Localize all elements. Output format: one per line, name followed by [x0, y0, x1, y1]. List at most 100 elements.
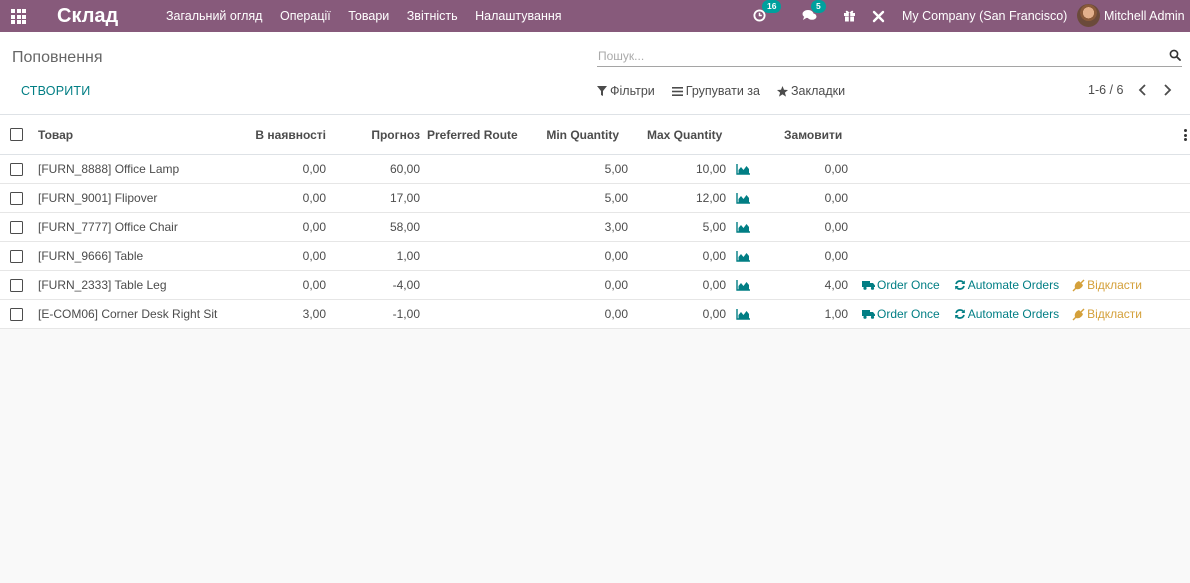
column-product[interactable]: Товар: [38, 127, 74, 142]
product-cell: [FURN_7777] Office Chair: [38, 220, 178, 234]
refresh-icon: [954, 309, 965, 319]
gift-menu[interactable]: [843, 9, 856, 22]
list-icon: [671, 86, 683, 96]
tools-icon: [872, 10, 885, 23]
table-body: [FURN_8888] Office Lamp 0,00 60,00 5,00 …: [0, 155, 1190, 329]
on-hand-cell: 0,00: [302, 162, 326, 176]
filter-icon: [597, 86, 607, 96]
forecast-graph-icon[interactable]: [736, 213, 750, 241]
filters-label: Фільтри: [610, 84, 655, 98]
menu-item-operations[interactable]: Операції: [279, 9, 331, 23]
replenishment-table: Товар В наявності Прогноз Preferred Rout…: [0, 115, 1190, 329]
row-checkbox[interactable]: [10, 155, 23, 183]
order-once-label: Order Once: [877, 307, 940, 321]
forecast-graph-icon[interactable]: [736, 184, 750, 212]
company-switcher[interactable]: My Company (San Francisco): [902, 9, 1068, 23]
on-hand-cell: 0,00: [302, 220, 326, 234]
order-qty-cell: 0,00: [824, 249, 848, 263]
favorites-label: Закладки: [790, 84, 846, 98]
app-name[interactable]: Склад: [57, 5, 119, 27]
user-avatar[interactable]: [1077, 4, 1100, 27]
order-qty-cell: 0,00: [824, 220, 848, 234]
optional-columns-icon[interactable]: [1184, 129, 1187, 141]
table-row[interactable]: [FURN_9001] Flipover 0,00 17,00 5,00 12,…: [0, 184, 1190, 213]
postpone-button[interactable]: Відкласти: [1072, 307, 1142, 321]
search-icon[interactable]: [1169, 49, 1181, 61]
search-bar: [597, 46, 1182, 67]
main-menu: Загальний огляд Операції Товари Звітніст…: [166, 9, 579, 23]
column-forecast[interactable]: Прогноз: [371, 127, 420, 142]
row-checkbox[interactable]: [10, 184, 23, 212]
min-quantity-cell: 3,00: [604, 220, 628, 234]
min-quantity-cell: 5,00: [604, 162, 628, 176]
max-quantity-cell: 10,00: [695, 162, 726, 176]
groupby-button[interactable]: Групувати за: [671, 84, 760, 98]
column-on-hand[interactable]: В наявності: [255, 127, 326, 142]
table-row[interactable]: [FURN_8888] Office Lamp 0,00 60,00 5,00 …: [0, 155, 1190, 184]
automate-orders-button[interactable]: Automate Orders: [954, 307, 1059, 321]
automate-orders-label: Automate Orders: [967, 278, 1060, 292]
forecast-graph-icon[interactable]: [736, 242, 750, 270]
user-menu[interactable]: Mitchell Admin: [1104, 9, 1185, 23]
forecast-cell: 1,00: [396, 249, 420, 263]
snooze-icon: [1072, 308, 1085, 320]
apps-menu-icon[interactable]: [11, 9, 27, 24]
clock-icon: [753, 9, 766, 22]
star-icon: [776, 85, 788, 97]
postpone-label: Відкласти: [1087, 307, 1143, 321]
truck-icon: [862, 310, 875, 319]
chevron-left-icon[interactable]: [1138, 84, 1147, 96]
menu-item-configuration[interactable]: Налаштування: [475, 9, 562, 23]
column-max-quantity[interactable]: Max Quantity: [647, 127, 723, 142]
pager-value[interactable]: 1-6 / 6: [1088, 83, 1124, 97]
debug-menu[interactable]: [872, 10, 885, 23]
table-row[interactable]: [FURN_9666] Table 0,00 1,00 0,00 0,00 0,…: [0, 242, 1190, 271]
messaging-menu[interactable]: 5: [802, 0, 826, 22]
column-order[interactable]: Замовити: [784, 127, 843, 142]
max-quantity-cell: 0,00: [702, 307, 726, 321]
table-row[interactable]: [FURN_7777] Office Chair 0,00 58,00 3,00…: [0, 213, 1190, 242]
forecast-graph-icon[interactable]: [736, 300, 750, 328]
groupby-label: Групувати за: [685, 84, 760, 98]
forecast-graph-icon[interactable]: [736, 271, 750, 299]
search-input[interactable]: [597, 46, 1157, 66]
order-once-button[interactable]: Order Once: [862, 278, 940, 292]
select-all-checkbox[interactable]: [10, 115, 23, 154]
table-row[interactable]: [FURN_2333] Table Leg 0,00 -4,00 0,00 0,…: [0, 271, 1190, 300]
max-quantity-cell: 12,00: [695, 191, 726, 205]
create-button[interactable]: СТВОРИТИ: [21, 84, 91, 98]
postpone-button[interactable]: Відкласти: [1072, 278, 1142, 292]
menu-item-overview[interactable]: Загальний огляд: [166, 9, 263, 23]
column-min-quantity[interactable]: Min Quantity: [546, 127, 619, 142]
menu-item-products[interactable]: Товари: [348, 9, 390, 23]
table-row[interactable]: [E-COM06] Corner Desk Right Sit 3,00 -1,…: [0, 300, 1190, 329]
messages-count-badge: 5: [811, 0, 826, 13]
row-checkbox[interactable]: [10, 242, 23, 270]
chat-bubbles-icon: [802, 10, 817, 20]
row-actions: Order Once Automate Orders Відкласти: [862, 300, 1142, 328]
product-cell: [FURN_9666] Table: [38, 249, 144, 263]
product-cell: [FURN_2333] Table Leg: [38, 278, 167, 292]
forecast-graph-icon[interactable]: [736, 155, 750, 183]
max-quantity-cell: 0,00: [702, 249, 726, 263]
row-checkbox[interactable]: [10, 271, 23, 299]
min-quantity-cell: 0,00: [604, 249, 628, 263]
automate-orders-button[interactable]: Automate Orders: [954, 278, 1059, 292]
refresh-icon: [954, 280, 965, 290]
column-preferred-route[interactable]: Preferred Route: [427, 127, 518, 142]
chevron-right-icon[interactable]: [1163, 84, 1172, 96]
menu-item-reporting[interactable]: Звітність: [406, 9, 458, 23]
breadcrumb: Поповнення: [12, 49, 103, 66]
filters-button[interactable]: Фільтри: [597, 84, 655, 98]
order-qty-cell: 0,00: [824, 191, 848, 205]
product-cell: [FURN_8888] Office Lamp: [38, 162, 180, 176]
order-once-button[interactable]: Order Once: [862, 307, 940, 321]
order-once-label: Order Once: [877, 278, 940, 292]
favorites-button[interactable]: Закладки: [776, 84, 846, 98]
row-actions: Order Once Automate Orders Відкласти: [862, 271, 1142, 299]
row-checkbox[interactable]: [10, 300, 23, 328]
row-checkbox[interactable]: [10, 213, 23, 241]
activity-menu[interactable]: 16: [753, 0, 782, 22]
truck-icon: [862, 281, 875, 290]
order-qty-cell: 4,00: [824, 278, 848, 292]
